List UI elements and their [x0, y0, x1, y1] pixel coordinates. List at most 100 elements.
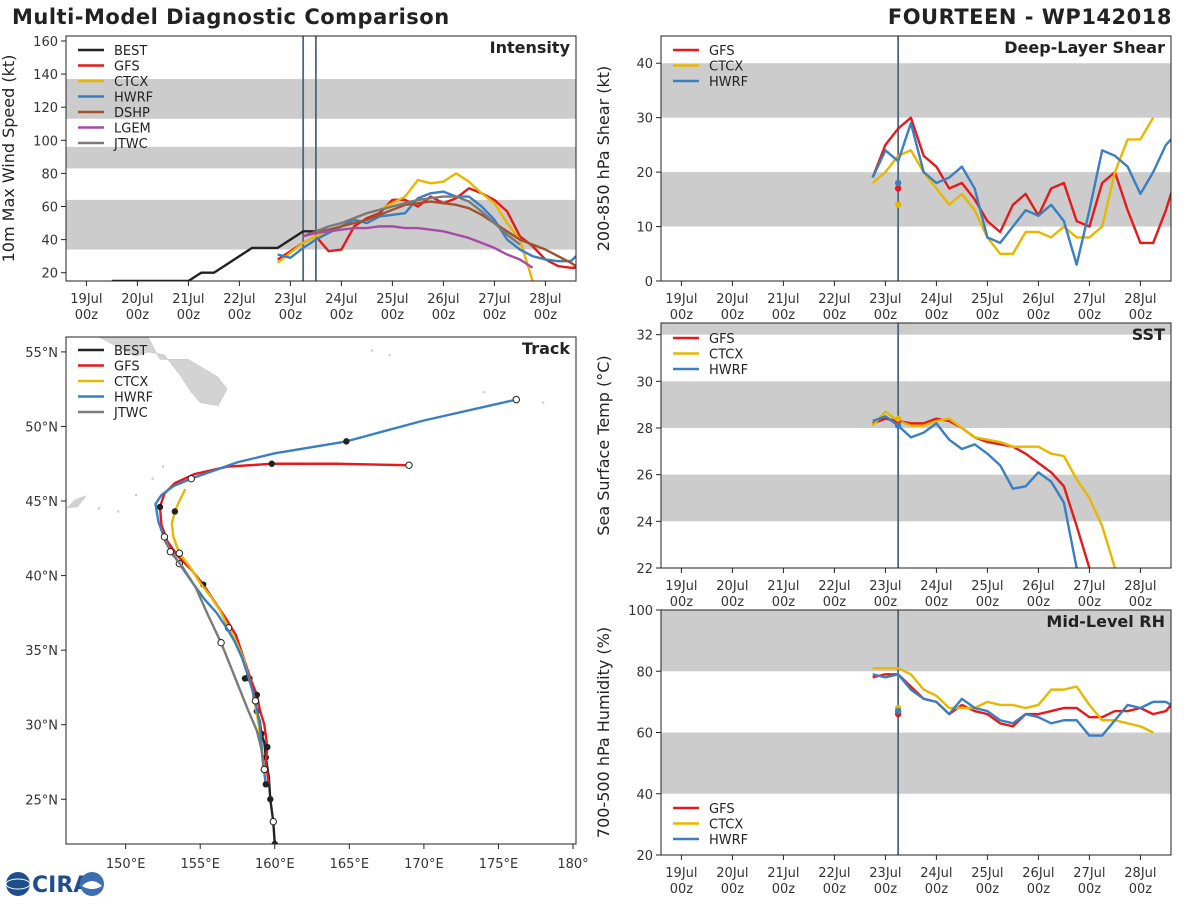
kuril-island [161, 465, 165, 468]
track-xtick-label: 180° [557, 857, 588, 872]
shear-xtick-label: 27Jul [1073, 292, 1105, 307]
shear-xtick-label: 00z [1027, 308, 1051, 323]
intensity-band [66, 79, 576, 119]
storm-id: FOURTEEN - WP142018 [887, 5, 1172, 29]
sst-xtick-label: 00z [670, 595, 694, 610]
track-legend-label: JTWC [113, 406, 148, 421]
shear-xtick-label: 00z [823, 308, 847, 323]
sst-band [661, 474, 1171, 522]
intensity-legend-label: CTCX [114, 75, 148, 90]
rh-hwrf-line [872, 673, 1171, 737]
sst-xtick-label: 00z [925, 595, 949, 610]
rh-legend-label: GFS [709, 802, 735, 817]
track-jtwc-point [166, 548, 175, 556]
rh-xtick-label: 28Jul [1124, 866, 1156, 881]
track-best-point [271, 840, 278, 844]
kuril-island [134, 493, 138, 497]
rh-ytick-label: 40 [636, 788, 653, 803]
sst-xtick-label: 25Jul [971, 579, 1003, 594]
intensity-xtick-label: 00z [228, 308, 252, 323]
shear-legend-label: GFS [709, 44, 735, 59]
shear-ctcx-marker [894, 201, 902, 208]
sst-panel: 22242628303219Jul00z20Jul00z21Jul00z22Ju… [594, 322, 1172, 610]
rh-xtick-label: 21Jul [767, 866, 799, 881]
intensity-plot-area [66, 36, 576, 281]
track-gfs-point [405, 461, 413, 469]
shear-ylabel: 200-850 hPa Shear (kt) [594, 66, 613, 252]
intensity-frame [65, 35, 577, 282]
shear-ytick-label: 10 [636, 221, 653, 236]
shear-frame [660, 35, 1172, 282]
rh-xtick-label: 00z [772, 882, 796, 897]
shear-xtick-label: 28Jul [1124, 292, 1156, 307]
shear-ytick-label: 40 [636, 57, 653, 72]
rh-xtick-label: 00z [925, 882, 949, 897]
intensity-ytick-label: 120 [33, 101, 58, 116]
intensity-ytick-label: 80 [41, 167, 58, 182]
sst-ctcx-line [871, 410, 1117, 568]
shear-ytick-label: 30 [636, 112, 653, 127]
intensity-ytick-label: 160 [33, 35, 58, 50]
track-ytick-label: 50°N [25, 420, 58, 435]
figure-title: Multi-Model Diagnostic Comparison [12, 5, 450, 29]
shear-xtick-label: 22Jul [818, 292, 850, 307]
rh-xtick-label: 25Jul [971, 866, 1003, 881]
track-legend-label: BEST [114, 344, 147, 359]
track-plot-area [66, 337, 545, 844]
intensity-dshp-line [302, 200, 576, 268]
rh-legend-label: HWRF [709, 833, 748, 848]
intensity-xtick-label: 19Jul [70, 292, 102, 307]
track-ytick-label: 30°N [25, 719, 58, 734]
rh-xtick-label: 23Jul [869, 866, 901, 881]
track-xtick-label: 170°E [404, 857, 444, 872]
sst-ytick-label: 26 [636, 469, 653, 484]
sst-xtick-label: 24Jul [920, 579, 952, 594]
sst-xtick-label: 00z [823, 595, 847, 610]
intensity-legend-label: BEST [114, 44, 147, 59]
intensity-xtick-label: 00z [534, 308, 558, 323]
shear-panel-title: Deep-Layer Shear [1004, 38, 1165, 57]
sst-plot-area [661, 323, 1171, 568]
track-ytick-label: 45°N [25, 495, 58, 510]
intensity-xtick-label: 22Jul [223, 292, 255, 307]
intensity-ytick-label: 60 [41, 201, 58, 216]
sst-legend-label: HWRF [709, 363, 748, 378]
hokkaido-land [66, 495, 87, 509]
track-jtwc-point [160, 533, 169, 541]
track-hwrf-point [512, 395, 521, 404]
track-xtick-label: 165°E [330, 857, 370, 872]
track-ctcx-point [171, 508, 179, 515]
shear-plot-area [661, 36, 1171, 281]
shear-xtick-label: 00z [1129, 308, 1153, 323]
intensity-ylabel: 10m Max Wind Speed (kt) [0, 55, 18, 263]
sst-xtick-label: 23Jul [869, 579, 901, 594]
intensity-legend-label: LGEM [114, 122, 151, 137]
intensity-ytick-label: 140 [33, 68, 58, 83]
shear-ytick-label: 0 [645, 275, 653, 290]
intensity-panel-title: Intensity [490, 38, 571, 57]
shear-legend-label: CTCX [709, 60, 743, 75]
track-xtick-label: 155°E [180, 857, 220, 872]
intensity-xtick-label: 27Jul [478, 292, 510, 307]
rh-plot-area [661, 610, 1171, 855]
rh-band [661, 610, 1171, 672]
shear-xtick-label: 00z [976, 308, 1000, 323]
intensity-band [66, 146, 576, 169]
intensity-xtick-label: 24Jul [325, 292, 357, 307]
track-jtwc-point [217, 638, 225, 647]
intensity-jtwc-line [315, 195, 521, 246]
intensity-xtick-label: 26Jul [427, 292, 459, 307]
aleutian-island [388, 353, 391, 357]
sst-xtick-label: 00z [874, 595, 898, 610]
rh-ytick-label: 80 [636, 665, 653, 680]
rh-ctcx-line [872, 666, 1154, 734]
intensity-xtick-label: 00z [432, 308, 456, 323]
aleutian-island [482, 390, 485, 394]
rh-panel: 2040608010019Jul00z20Jul00z21Jul00z22Jul… [594, 604, 1172, 897]
sst-legend-label: GFS [709, 332, 735, 347]
shear-xtick-label: 00z [670, 308, 694, 323]
track-ctcx-line [170, 488, 266, 770]
intensity-legend-label: JTWC [113, 137, 148, 152]
intensity-xtick-label: 25Jul [376, 292, 408, 307]
